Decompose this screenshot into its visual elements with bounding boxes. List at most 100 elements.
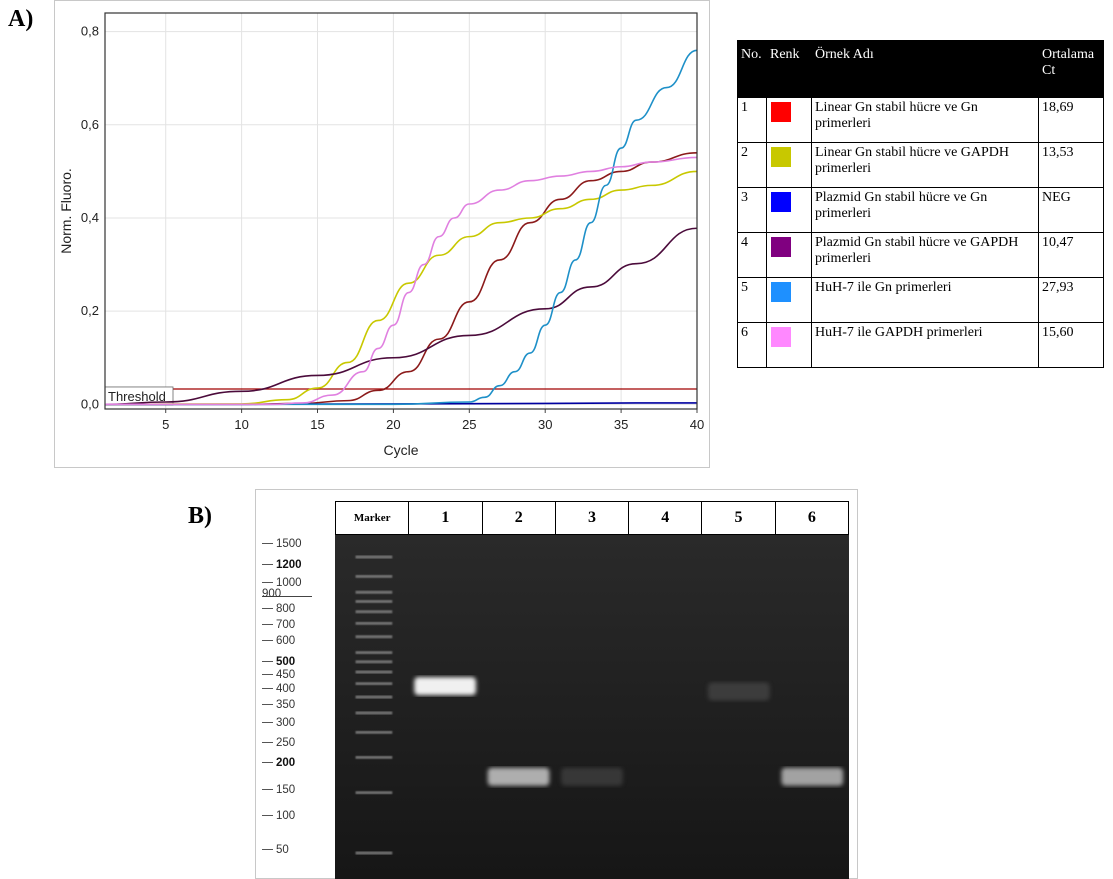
ladder-band xyxy=(355,682,393,686)
y-tick-label: 0,6 xyxy=(81,117,99,132)
ladder-tick xyxy=(262,640,273,642)
x-tick-label: 20 xyxy=(386,417,400,432)
ladder-label-1200: 1200 xyxy=(262,559,302,571)
row-mean-ct: 18,69 xyxy=(1038,97,1104,143)
gel-image xyxy=(335,535,849,879)
row-sample-name: Plazmid Gn stabil hücre ve GAPDH primerl… xyxy=(811,232,1039,278)
ladder-band xyxy=(355,651,393,655)
ladder-label-text: 700 xyxy=(276,619,296,631)
table-row: 6 HuH-7 ile GAPDH primerleri 15,60 xyxy=(737,322,1104,368)
threshold-label: Threshold xyxy=(108,389,166,404)
ladder-tick xyxy=(262,789,273,791)
color-swatch xyxy=(771,327,791,347)
ladder-band xyxy=(355,621,393,625)
ladder-900-label: 900 xyxy=(262,588,282,600)
table-header-row: No. Renk Örnek Adı Ortalama Ct xyxy=(737,40,1104,98)
row-no: 6 xyxy=(737,322,767,368)
ladder-label-text: 600 xyxy=(276,635,296,647)
ladder-band xyxy=(355,670,393,674)
ladder-label-text: 500 xyxy=(276,656,296,668)
lane-header-3: 3 xyxy=(556,502,630,534)
table-row: 4 Plazmid Gn stabil hücre ve GAPDH primer… xyxy=(737,232,1104,278)
ladder-tick xyxy=(262,849,273,851)
ladder-tick xyxy=(262,661,273,663)
ladder-label-text: 1500 xyxy=(276,538,302,550)
ladder-label-400: 400 xyxy=(262,683,295,695)
ladder-label-350: 350 xyxy=(262,699,295,711)
ladder-tick xyxy=(262,815,273,817)
row-mean-ct: 15,60 xyxy=(1038,322,1104,368)
row-mean-ct: NEG xyxy=(1038,187,1104,233)
table-row: 5 HuH-7 ile Gn primerleri 27,93 xyxy=(737,277,1104,323)
ladder-label-200: 200 xyxy=(262,757,295,769)
amplification-curve-5 xyxy=(105,49,698,406)
amplification-curve-1 xyxy=(105,151,698,406)
row-no: 4 xyxy=(737,232,767,278)
header-sample-name: Örnek Adı xyxy=(811,40,1039,98)
gel-band-lane-5 xyxy=(708,682,770,701)
y-tick-label: 0,8 xyxy=(81,24,99,39)
gel-band-lane-3 xyxy=(561,767,623,786)
header-color: Renk xyxy=(766,40,812,98)
ladder-tick xyxy=(262,722,273,724)
ladder-band xyxy=(355,695,393,699)
row-color-swatch xyxy=(766,97,812,143)
ladder-label-text: 250 xyxy=(276,737,296,749)
ladder-label-500: 500 xyxy=(262,656,295,668)
ladder-label-300: 300 xyxy=(262,717,295,729)
amplification-curve-6 xyxy=(105,156,698,406)
ladder-label-text: 800 xyxy=(276,603,296,615)
series-layer xyxy=(104,49,698,406)
lane-header-5: 5 xyxy=(702,502,776,534)
gel-lane-header: Marker 1 2 3 4 5 6 xyxy=(335,501,849,535)
qpcr-chart: Threshold 5 10 15 20 25 30 35 40 0,0 0,2 0,4 0,6 0,8… xyxy=(58,12,704,458)
ladder-label-1000: 1000 xyxy=(262,577,302,589)
ladder-label-text: 50 xyxy=(276,844,289,856)
ladder-tick xyxy=(262,564,273,566)
ladder-tick xyxy=(262,742,273,744)
ladder-band xyxy=(355,610,393,614)
ladder-label-450: 450 xyxy=(262,669,295,681)
ladder-tick xyxy=(262,674,273,676)
ladder-900-marker-line xyxy=(262,596,312,597)
row-sample-name: Linear Gn stabil hücre ve GAPDH primerle… xyxy=(811,142,1039,188)
ladder-band xyxy=(355,660,393,664)
row-no: 3 xyxy=(737,187,767,233)
header-no: No. xyxy=(737,40,767,98)
ladder-band xyxy=(355,851,393,855)
ladder-band xyxy=(355,555,393,559)
ladder-label-text: 200 xyxy=(276,757,296,769)
ladder-tick xyxy=(262,704,273,706)
gel-band-lane-1 xyxy=(414,677,476,696)
ladder-labels: 1500 1200 1000 800 700 600 500 450 400 350 300 250 2… xyxy=(258,535,338,879)
row-no: 1 xyxy=(737,97,767,143)
ladder-band xyxy=(355,599,393,603)
chart-grid xyxy=(105,13,698,409)
y-tick-label: 0,2 xyxy=(81,303,99,318)
ladder-band xyxy=(355,590,393,594)
ladder-label-text: 1000 xyxy=(276,577,302,589)
qpcr-chart-frame: Threshold 5 10 15 20 25 30 35 40 0,0 0,2 0,4 0,6 0,8… xyxy=(54,0,710,468)
axis-layer: 5 10 15 20 25 30 35 40 0,0 0,2 0,4 0,6 0,8 Cycle Norm.… xyxy=(58,12,704,458)
ladder-band xyxy=(355,574,393,578)
row-sample-name: HuH-7 ile GAPDH primerleri xyxy=(811,322,1039,368)
lane-header-2: 2 xyxy=(483,502,556,534)
amplification-curve-4 xyxy=(104,227,698,406)
ladder-label-text: 150 xyxy=(276,784,296,796)
row-color-swatch xyxy=(766,187,812,233)
row-sample-name: HuH-7 ile Gn primerleri xyxy=(811,277,1039,323)
gel-band-lane-2 xyxy=(487,767,550,786)
ladder-label-text: 300 xyxy=(276,717,296,729)
ladder-label-text: 400 xyxy=(276,683,296,695)
gel-svg xyxy=(335,535,849,879)
table-row: 2 Linear Gn stabil hücre ve GAPDH primerl… xyxy=(737,142,1104,188)
ladder-tick xyxy=(262,543,273,545)
y-tick-label: 0,4 xyxy=(81,210,99,225)
plot-border xyxy=(104,12,698,410)
ladder-tick xyxy=(262,582,273,584)
ladder-label-700: 700 xyxy=(262,619,295,631)
ladder-band xyxy=(355,711,393,715)
ladder-label-text: 350 xyxy=(276,699,296,711)
lane-header-4: 4 xyxy=(629,502,703,534)
ladder-tick xyxy=(262,762,273,764)
